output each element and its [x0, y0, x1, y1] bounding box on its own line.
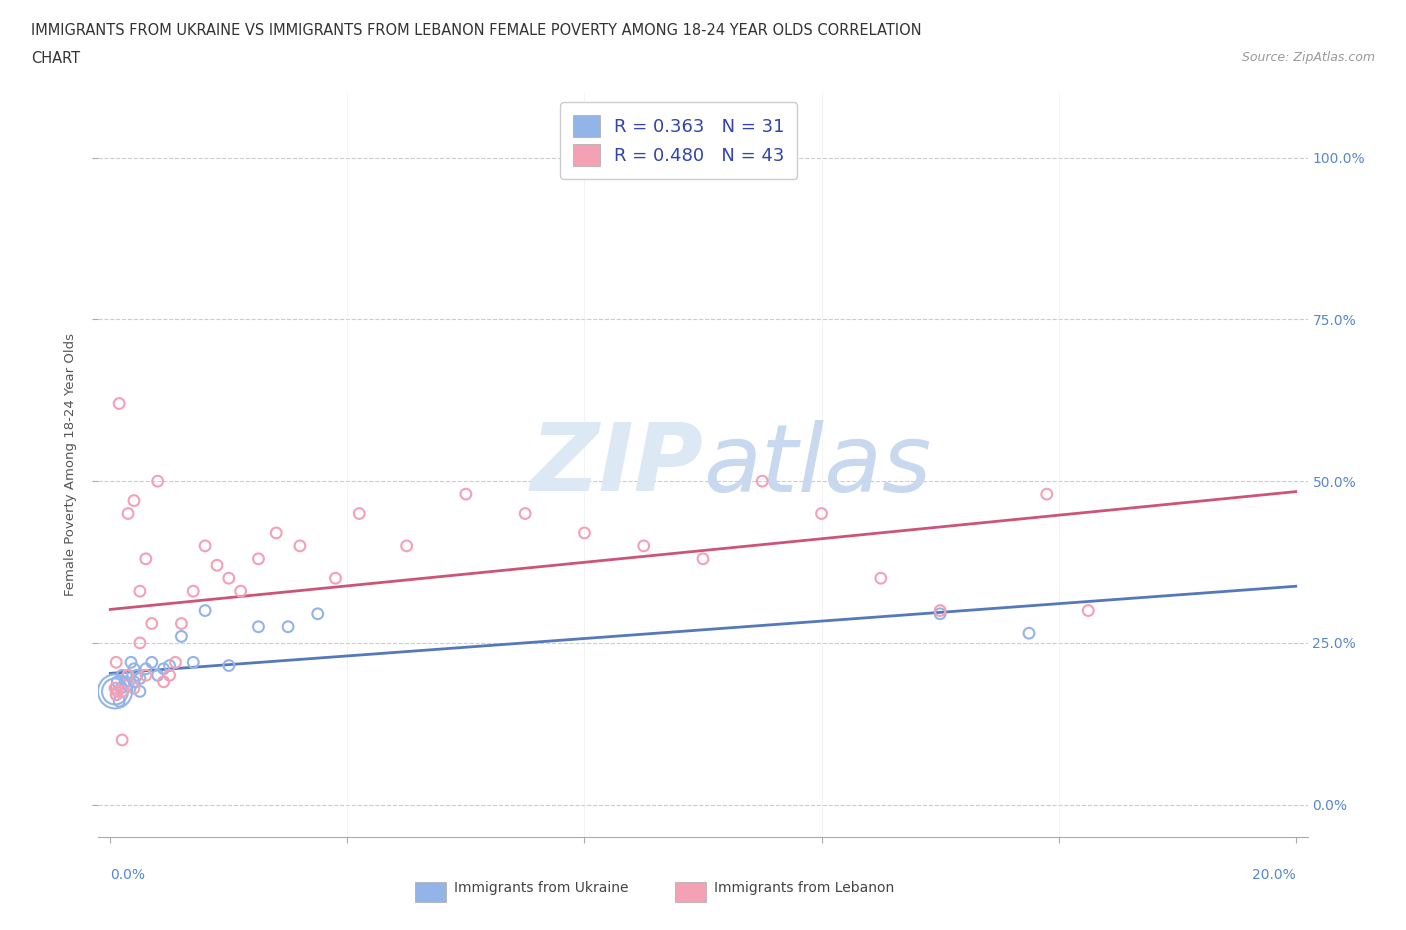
Point: [104, 681, 127, 696]
Point: [129, 671, 152, 686]
Point: [105, 655, 128, 670]
Point: [277, 619, 299, 634]
Point: [105, 684, 128, 698]
Point: [692, 551, 714, 566]
Point: [105, 687, 128, 702]
Point: [325, 571, 347, 586]
Point: [633, 538, 655, 553]
Point: [181, 655, 204, 670]
Point: [111, 684, 134, 698]
Point: [247, 551, 270, 566]
Point: [170, 629, 193, 644]
Point: [1077, 604, 1099, 618]
Point: [194, 604, 217, 618]
Text: 0.0%: 0.0%: [110, 868, 145, 882]
Point: [1036, 486, 1059, 501]
Point: [129, 584, 152, 599]
Text: Immigrants from Ukraine: Immigrants from Ukraine: [454, 881, 628, 896]
Point: [122, 681, 145, 696]
Point: [146, 473, 169, 488]
Point: [264, 525, 287, 540]
Point: [117, 668, 139, 683]
Point: [307, 606, 329, 621]
Point: [122, 493, 145, 508]
Point: [122, 661, 145, 676]
Point: [159, 658, 181, 673]
Point: [165, 655, 187, 670]
Point: [120, 655, 142, 670]
Point: [141, 655, 163, 670]
Point: [205, 558, 228, 573]
Text: Source: ZipAtlas.com: Source: ZipAtlas.com: [1241, 51, 1375, 64]
Point: [129, 635, 152, 650]
Point: [111, 733, 134, 748]
Point: [135, 668, 157, 683]
Point: [347, 506, 370, 521]
Point: [135, 551, 157, 566]
Point: [122, 674, 145, 689]
Point: [515, 506, 537, 521]
Point: [751, 473, 773, 488]
Point: [152, 674, 174, 689]
Point: [869, 571, 891, 586]
Point: [152, 661, 174, 676]
Point: [229, 584, 252, 599]
Point: [129, 684, 152, 698]
Point: [104, 684, 127, 698]
Point: [117, 678, 139, 693]
Point: [105, 687, 128, 702]
Point: [810, 506, 832, 521]
Point: [170, 616, 193, 631]
Point: [1018, 626, 1040, 641]
Point: [194, 538, 217, 553]
Point: [929, 606, 952, 621]
Point: [395, 538, 418, 553]
Text: CHART: CHART: [31, 51, 80, 66]
Y-axis label: Female Poverty Among 18-24 Year Olds: Female Poverty Among 18-24 Year Olds: [63, 334, 77, 596]
Point: [108, 396, 131, 411]
Text: atlas: atlas: [703, 419, 931, 511]
Point: [104, 684, 127, 698]
Point: [108, 694, 131, 709]
Point: [218, 571, 240, 586]
Legend: R = 0.363   N = 31, R = 0.480   N = 43: R = 0.363 N = 31, R = 0.480 N = 43: [560, 102, 797, 179]
Point: [929, 604, 952, 618]
Point: [111, 668, 134, 683]
Point: [574, 525, 596, 540]
Point: [288, 538, 311, 553]
Text: Immigrants from Lebanon: Immigrants from Lebanon: [714, 881, 894, 896]
Point: [125, 668, 148, 683]
Text: 20.0%: 20.0%: [1251, 868, 1296, 882]
Point: [117, 668, 139, 683]
Text: ZIP: ZIP: [530, 419, 703, 511]
Point: [105, 681, 128, 696]
Point: [181, 584, 204, 599]
Point: [135, 661, 157, 676]
Point: [114, 674, 136, 689]
Point: [110, 681, 132, 696]
Text: IMMIGRANTS FROM UKRAINE VS IMMIGRANTS FROM LEBANON FEMALE POVERTY AMONG 18-24 YE: IMMIGRANTS FROM UKRAINE VS IMMIGRANTS FR…: [31, 23, 921, 38]
Point: [141, 616, 163, 631]
Point: [111, 684, 134, 698]
Point: [159, 668, 181, 683]
Point: [105, 674, 128, 689]
Point: [146, 668, 169, 683]
Point: [218, 658, 240, 673]
Point: [117, 506, 139, 521]
Point: [247, 619, 270, 634]
Point: [454, 486, 477, 501]
